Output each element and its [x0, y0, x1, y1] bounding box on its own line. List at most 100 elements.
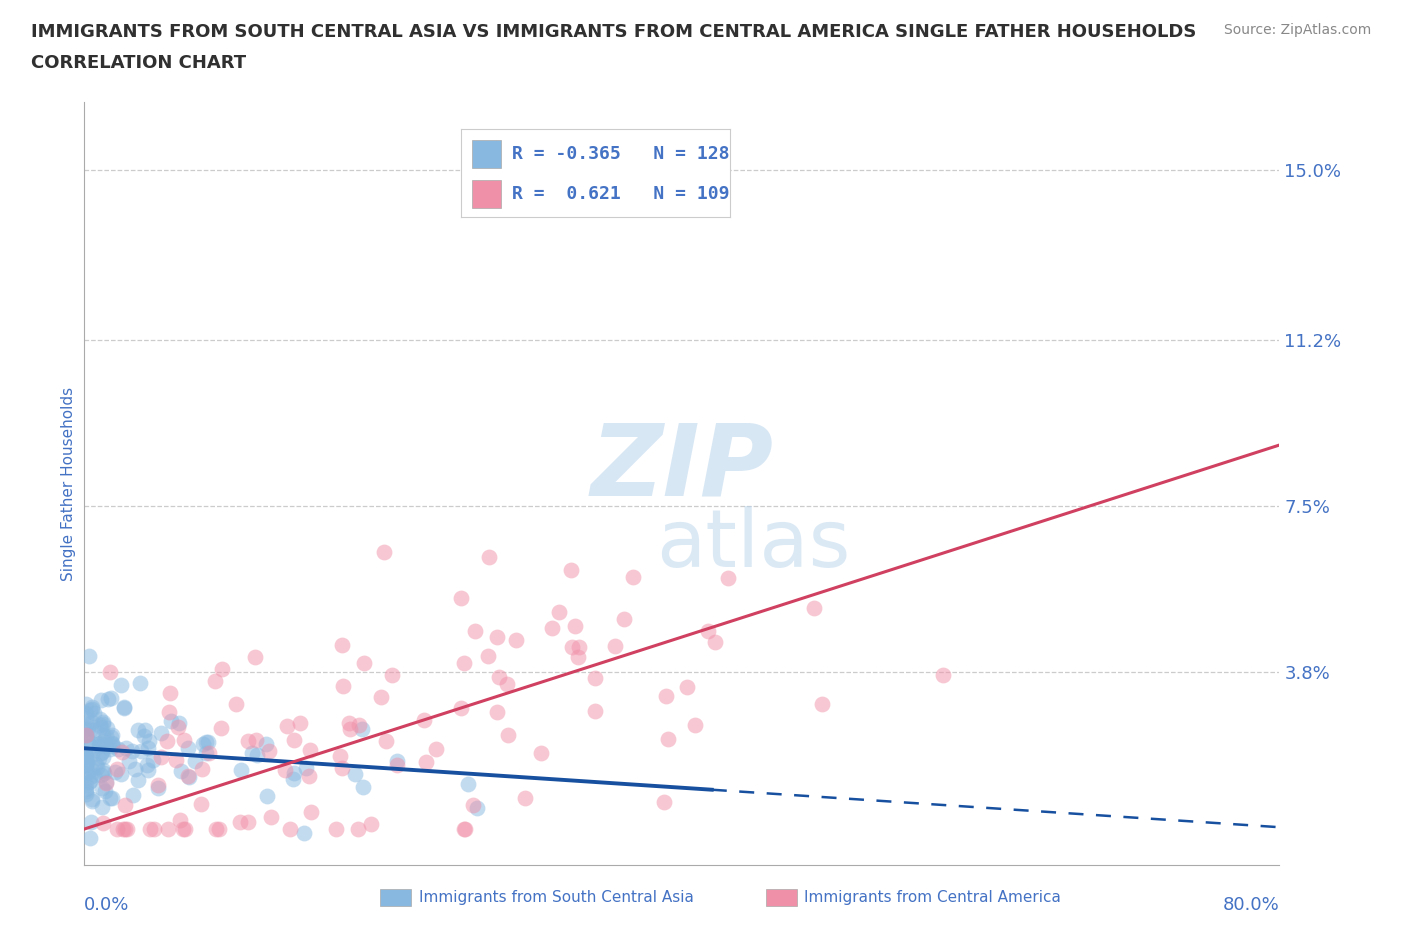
Point	[240, 746, 263, 761]
Point	[245, 733, 267, 748]
Text: IMMIGRANTS FROM SOUTH CENTRAL ASIA VS IMMIGRANTS FROM CENTRAL AMERICA SINGLE FAT: IMMIGRANTS FROM SOUTH CENTRAL ASIA VS IM…	[31, 23, 1197, 41]
Text: Immigrants from South Central Asia: Immigrants from South Central Asia	[419, 890, 695, 905]
Point	[685, 718, 707, 733]
Point	[228, 815, 250, 830]
Point	[211, 661, 233, 676]
Point	[75, 747, 97, 762]
Point	[283, 765, 305, 780]
Point	[90, 720, 112, 735]
Point	[111, 821, 134, 836]
Point	[75, 717, 97, 732]
Point	[138, 821, 160, 836]
Point	[453, 656, 475, 671]
Point	[129, 676, 152, 691]
Text: ZIP: ZIP	[591, 419, 773, 517]
Point	[146, 777, 169, 792]
Point	[454, 821, 477, 836]
Point	[370, 689, 392, 704]
Point	[932, 668, 955, 683]
Point	[453, 821, 475, 836]
Point	[80, 702, 103, 717]
Point	[96, 721, 118, 736]
Point	[194, 746, 217, 761]
Point	[477, 550, 499, 565]
Point	[352, 722, 374, 737]
Point	[150, 750, 173, 764]
Point	[91, 780, 114, 795]
Point	[191, 762, 214, 777]
Point	[204, 674, 226, 689]
Point	[177, 769, 200, 784]
Point	[114, 821, 136, 836]
Point	[173, 733, 195, 748]
Point	[82, 699, 104, 714]
Point	[94, 739, 117, 754]
Point	[274, 763, 297, 777]
Point	[110, 766, 132, 781]
Point	[148, 781, 170, 796]
Point	[75, 783, 97, 798]
Point	[98, 665, 121, 680]
Point	[329, 749, 352, 764]
Point	[465, 801, 488, 816]
Point	[167, 715, 190, 730]
Point	[810, 697, 832, 711]
Point	[75, 781, 97, 796]
Point	[505, 632, 527, 647]
Point	[298, 768, 321, 783]
Point	[79, 702, 101, 717]
Point	[540, 620, 562, 635]
Point	[278, 821, 301, 836]
Point	[256, 789, 278, 804]
Point	[79, 830, 101, 845]
Point	[605, 639, 627, 654]
Point	[208, 821, 231, 836]
Point	[79, 773, 101, 788]
Point	[87, 738, 110, 753]
Point	[111, 745, 134, 760]
Point	[100, 729, 122, 744]
Point	[101, 728, 124, 743]
Point	[93, 717, 115, 732]
Point	[101, 737, 124, 751]
Point	[332, 679, 354, 694]
Point	[90, 693, 112, 708]
Point	[93, 765, 115, 780]
Point	[697, 623, 720, 638]
Point	[100, 790, 122, 805]
Point	[127, 723, 149, 737]
Point	[174, 821, 197, 836]
Point	[245, 650, 267, 665]
Point	[80, 794, 103, 809]
Point	[80, 748, 103, 763]
Point	[136, 740, 159, 755]
Point	[330, 637, 353, 652]
Point	[127, 773, 149, 788]
Text: 0.0%: 0.0%	[84, 897, 129, 914]
Point	[76, 730, 98, 745]
Point	[150, 725, 173, 740]
Point	[100, 691, 122, 706]
Point	[657, 732, 679, 747]
Point	[231, 763, 253, 777]
Point	[257, 744, 280, 759]
Point	[86, 759, 108, 774]
Text: Source: ZipAtlas.com: Source: ZipAtlas.com	[1223, 23, 1371, 37]
Point	[75, 748, 97, 763]
Point	[114, 740, 136, 755]
Point	[75, 765, 97, 780]
Point	[339, 722, 361, 737]
Point	[165, 753, 187, 768]
Point	[138, 733, 160, 748]
Point	[385, 753, 408, 768]
Text: CORRELATION CHART: CORRELATION CHART	[31, 54, 246, 72]
Point	[803, 600, 825, 615]
Point	[75, 706, 97, 721]
Point	[80, 815, 103, 830]
Text: atlas: atlas	[657, 506, 851, 584]
Point	[75, 749, 97, 764]
Point	[75, 749, 97, 764]
Point	[292, 825, 315, 840]
Point	[77, 721, 100, 736]
Point	[486, 630, 509, 644]
